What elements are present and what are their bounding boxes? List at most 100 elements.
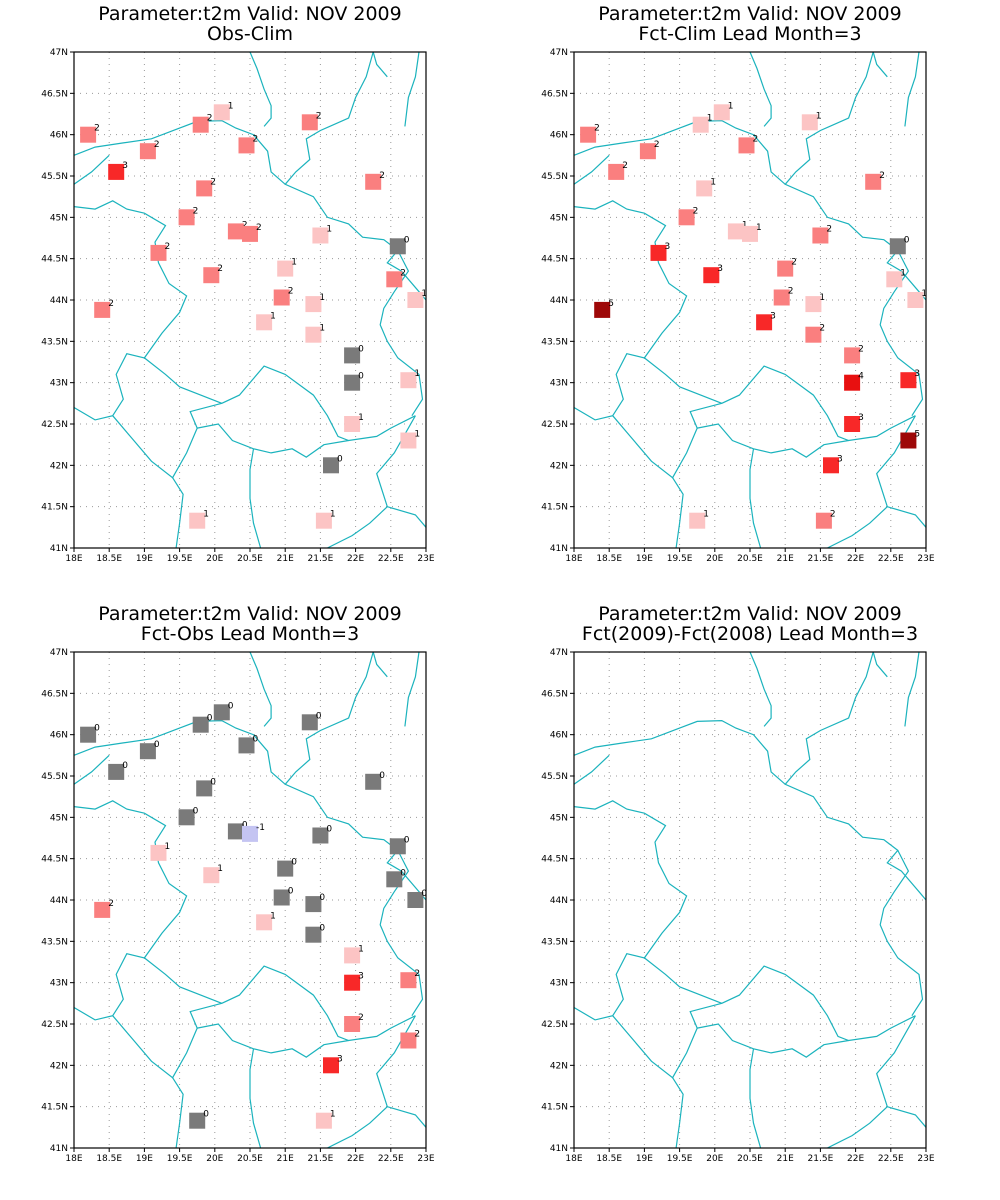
- station-value-label: 0: [319, 893, 325, 903]
- station-value-label: 2: [879, 171, 885, 181]
- station-marker: [738, 137, 755, 154]
- lon-tick-label: 19.5E: [167, 1154, 193, 1164]
- station-marker: [365, 173, 382, 190]
- station-marker: [344, 947, 361, 964]
- station-value-label: 0: [291, 858, 297, 868]
- lon-tick-label: 21.5E: [808, 554, 834, 564]
- lat-tick-label: 46N: [50, 131, 68, 141]
- lon-tick-label: 18E: [565, 1154, 582, 1164]
- station-marker: [80, 726, 97, 743]
- station-marker: [256, 914, 273, 931]
- station-value-label: 3: [665, 242, 671, 252]
- border-line: [573, 719, 927, 901]
- station-value-label: 1: [330, 1110, 336, 1120]
- border-line: [644, 357, 916, 442]
- station-value-label: 2: [414, 969, 420, 979]
- station-marker: [305, 926, 322, 943]
- lat-tick-label: 45.5N: [41, 172, 68, 182]
- station-value-label: 1: [414, 430, 420, 440]
- station-value-label: 0: [337, 454, 343, 464]
- lat-tick-label: 43.5N: [41, 337, 68, 347]
- station-marker: [150, 844, 167, 861]
- border-line: [372, 651, 388, 678]
- lon-tick-label: 20.5E: [237, 554, 263, 564]
- lon-tick-label: 20.5E: [237, 1154, 263, 1164]
- lat-tick-label: 46N: [550, 131, 568, 141]
- station-value-label: 0: [421, 889, 427, 899]
- station-marker: [139, 143, 156, 160]
- lat-tick-label: 46.5N: [41, 89, 68, 99]
- lat-tick-label: 43N: [550, 979, 568, 989]
- station-marker: [80, 126, 97, 143]
- station-value-label: 0: [122, 761, 128, 771]
- station-value-label: 2: [288, 287, 294, 297]
- lon-tick-label: 22E: [347, 1154, 364, 1164]
- station-value-label: 0: [319, 924, 325, 934]
- lat-tick-label: 46.5N: [541, 689, 568, 699]
- lat-tick-label: 44.5N: [541, 255, 568, 265]
- lon-tick-label: 20E: [706, 554, 723, 564]
- station-value-label: 1: [756, 223, 762, 233]
- station-value-label: 1: [819, 293, 825, 303]
- station-marker: [139, 743, 156, 760]
- station-marker: [238, 137, 255, 154]
- lat-tick-label: 43N: [50, 979, 68, 989]
- panel-title: Parameter:t2m Valid: NOV 2009: [98, 603, 402, 625]
- border-line: [644, 957, 916, 1042]
- lon-tick-label: 19.5E: [167, 554, 193, 564]
- border-line: [249, 651, 272, 727]
- station-value-label: 2: [108, 899, 114, 909]
- border-line: [612, 1002, 722, 1079]
- station-marker: [727, 223, 744, 240]
- station-value-label: 0: [193, 806, 199, 816]
- station-marker: [315, 512, 332, 529]
- station-value-label: 3: [122, 161, 128, 171]
- station-marker: [213, 704, 230, 721]
- border-line: [172, 1077, 184, 1149]
- station-marker: [900, 432, 917, 449]
- station-value-label: 0: [94, 724, 100, 734]
- station-marker: [344, 347, 361, 364]
- lat-tick-label: 43N: [50, 379, 68, 389]
- border-line: [672, 1077, 684, 1149]
- station-value-label: 1: [165, 842, 171, 852]
- station-value-label: 3: [337, 1054, 343, 1064]
- border-line: [749, 1048, 762, 1149]
- border-line: [872, 51, 888, 78]
- lon-tick-label: 19E: [636, 554, 653, 564]
- lon-tick-label: 20E: [206, 554, 223, 564]
- border-line: [784, 651, 874, 785]
- lat-tick-label: 47N: [50, 648, 68, 658]
- border-line: [573, 154, 610, 185]
- station-marker: [344, 1016, 361, 1032]
- border-line: [904, 651, 920, 727]
- station-value-label: 1: [703, 510, 709, 520]
- station-value-label: 1: [900, 268, 906, 278]
- station-marker: [689, 512, 706, 529]
- lon-tick-label: 23E: [917, 1154, 934, 1164]
- station-value-label: 2: [654, 140, 660, 150]
- station-marker: [886, 271, 903, 288]
- lat-tick-label: 46N: [550, 731, 568, 741]
- station-marker: [400, 432, 417, 449]
- lat-tick-label: 44N: [550, 896, 568, 906]
- lat-tick-label: 42.5N: [541, 1020, 568, 1030]
- station-value-label: 2: [358, 1013, 364, 1023]
- lat-tick-label: 44N: [550, 296, 568, 306]
- lat-tick-label: 47N: [550, 648, 568, 658]
- station-value-label: 5: [914, 430, 920, 440]
- station-value-label: 3: [837, 454, 843, 464]
- station-marker: [805, 296, 822, 313]
- station-marker: [312, 827, 329, 844]
- lon-tick-label: 21E: [277, 554, 294, 564]
- station-value-label: 2: [154, 140, 160, 150]
- station-value-label: 0: [358, 344, 364, 354]
- station-value-label: 0: [379, 771, 385, 781]
- station-marker: [907, 292, 924, 308]
- border-line: [327, 506, 388, 549]
- lon-tick-label: 21E: [777, 554, 794, 564]
- lon-tick-label: 22.5E: [378, 1154, 404, 1164]
- station-value-label: 1: [421, 289, 427, 299]
- station-marker: [407, 892, 424, 908]
